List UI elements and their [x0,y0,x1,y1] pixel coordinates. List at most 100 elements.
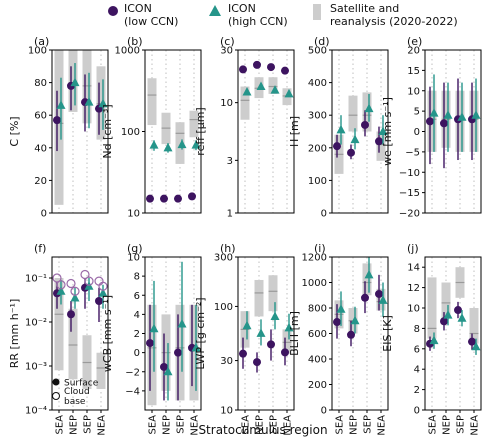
low-marker [347,330,355,339]
panel-label: (b) [127,35,143,48]
high-marker [98,98,108,108]
y-tick-label: 4 [134,310,140,321]
obs-range-bar [54,277,64,371]
low-marker [174,194,182,203]
x-tick-label: NEA [470,415,481,436]
panel-frame [331,49,389,214]
high-marker [191,140,201,149]
obs-range-bar [82,50,92,124]
low-marker [174,348,182,357]
panel-label: (j) [407,242,419,255]
panel-2: 10 100 1000(b) Nd [cm⁻³] [101,35,202,220]
panel-1: 0 20 40 60 80 100(a) C [%] [8,35,109,220]
high-marker [471,341,481,351]
cloud-base-label-line2: base [64,397,86,407]
y-tick-label: 800 [308,304,327,315]
panel-4: 0 100 200 300 400 500(d) H [m] [288,35,389,220]
x-tick-label: NEP [69,415,80,435]
low-marker [160,362,168,371]
y-tick-label: 12 [407,283,420,294]
y-tick-label: 0 [134,348,140,359]
y-tick-label: −4 [125,386,140,397]
obs-range-bar [348,95,358,132]
obs-range-bar [147,78,157,126]
panel-label: (g) [127,242,143,255]
y-tick-label: 80 [34,78,47,89]
obs-range-bar [254,279,264,317]
high-marker [149,323,159,333]
y-tick-label: 40 [34,143,47,154]
y-tick-label: 10⁻³ [25,361,47,372]
y-tick-label: 10 [127,253,140,264]
low-marker [333,318,341,327]
cloud-base-marker [52,392,60,400]
x-tick-label: SEP [363,415,374,434]
y-tick-label: −5 [405,147,420,158]
high-marker [457,112,467,121]
y-tick-label: 100 [121,127,140,138]
low-marker [188,192,196,201]
y-tick-label: 0 [321,406,327,417]
high-marker [270,85,280,94]
y-tick-label: 5 [414,107,420,118]
low_cloud_base-marker [66,278,76,289]
low-marker [440,317,448,326]
legend-high-ccn-marker [209,5,221,16]
y-tick-label: 2 [134,329,140,340]
y-tick-label: 8 [134,272,140,283]
x-tick-label: SEP [83,415,94,434]
y-tick-label: 10 [407,86,420,97]
surface-label: Surface [64,379,99,389]
obs-range-bar [189,110,199,138]
obs-range-bar [147,304,157,406]
low-marker [333,142,341,151]
high-marker [70,293,80,302]
x-tick-label: SEP [269,415,280,434]
y-tick-label: 100 [214,302,233,313]
panel-label: (f) [34,242,46,255]
y-tick-label: 6 [414,344,420,355]
y-tick-label: 30 [220,356,233,367]
y-axis-label: we [mm s⁻¹] [381,97,394,166]
panel-8: 10 30 100 300(h) LWP [g cm⁻²] SEA NEP SEP NEA [194,242,295,436]
legend-high-ccn-label-line2: (high CCN) [228,15,288,28]
high-marker [284,88,294,98]
obs-range-bar [240,86,250,120]
y-tick-label: 300 [308,111,327,122]
high-marker [84,97,94,106]
high-marker [364,269,374,279]
low-marker [53,116,61,125]
y-axis-label: LWP [g cm⁻²] [194,297,207,369]
x-tick-label: NEA [377,415,388,436]
legend-obs-marker [313,4,321,20]
obs-range-bar [427,277,437,339]
y-tick-label: 300 [214,253,233,264]
y-tick-label: 1000 [115,46,140,57]
x-tick-label: SEA [55,415,66,435]
high_cloud_base-marker [56,280,66,290]
low-marker [375,289,383,298]
high-marker [56,100,66,109]
high-marker [98,288,108,297]
obs-range-bar [68,308,78,380]
obs-range-bar [469,308,479,344]
y-tick-label: 10 [220,98,233,109]
x-tick-label: SEP [456,415,467,434]
y-tick-label: 600 [308,329,327,340]
legend-high-ccn-label-line1: ICON [228,2,256,15]
x-tick-label: NEP [162,415,173,435]
high-marker [378,295,388,304]
y-tick-label: 6 [134,291,140,302]
legend: ICON (low CCN) ICON (high CCN) Satellite… [108,2,458,28]
low_cloud_base-marker [52,273,62,283]
low_cloud_base-marker [80,269,90,280]
panel-label: (d) [314,35,330,48]
low-marker [239,349,247,358]
high-marker [163,366,173,376]
y-tick-label: 10⁻¹ [25,273,47,284]
high-marker [443,310,453,319]
low-marker [239,65,247,74]
panel-10: 0 2 4 6 8 10 12 14 (j) EIS [K] SEA NEP SEP NEA [381,242,482,436]
y-axis-label: wCB [mm s⁻¹] [101,295,114,372]
